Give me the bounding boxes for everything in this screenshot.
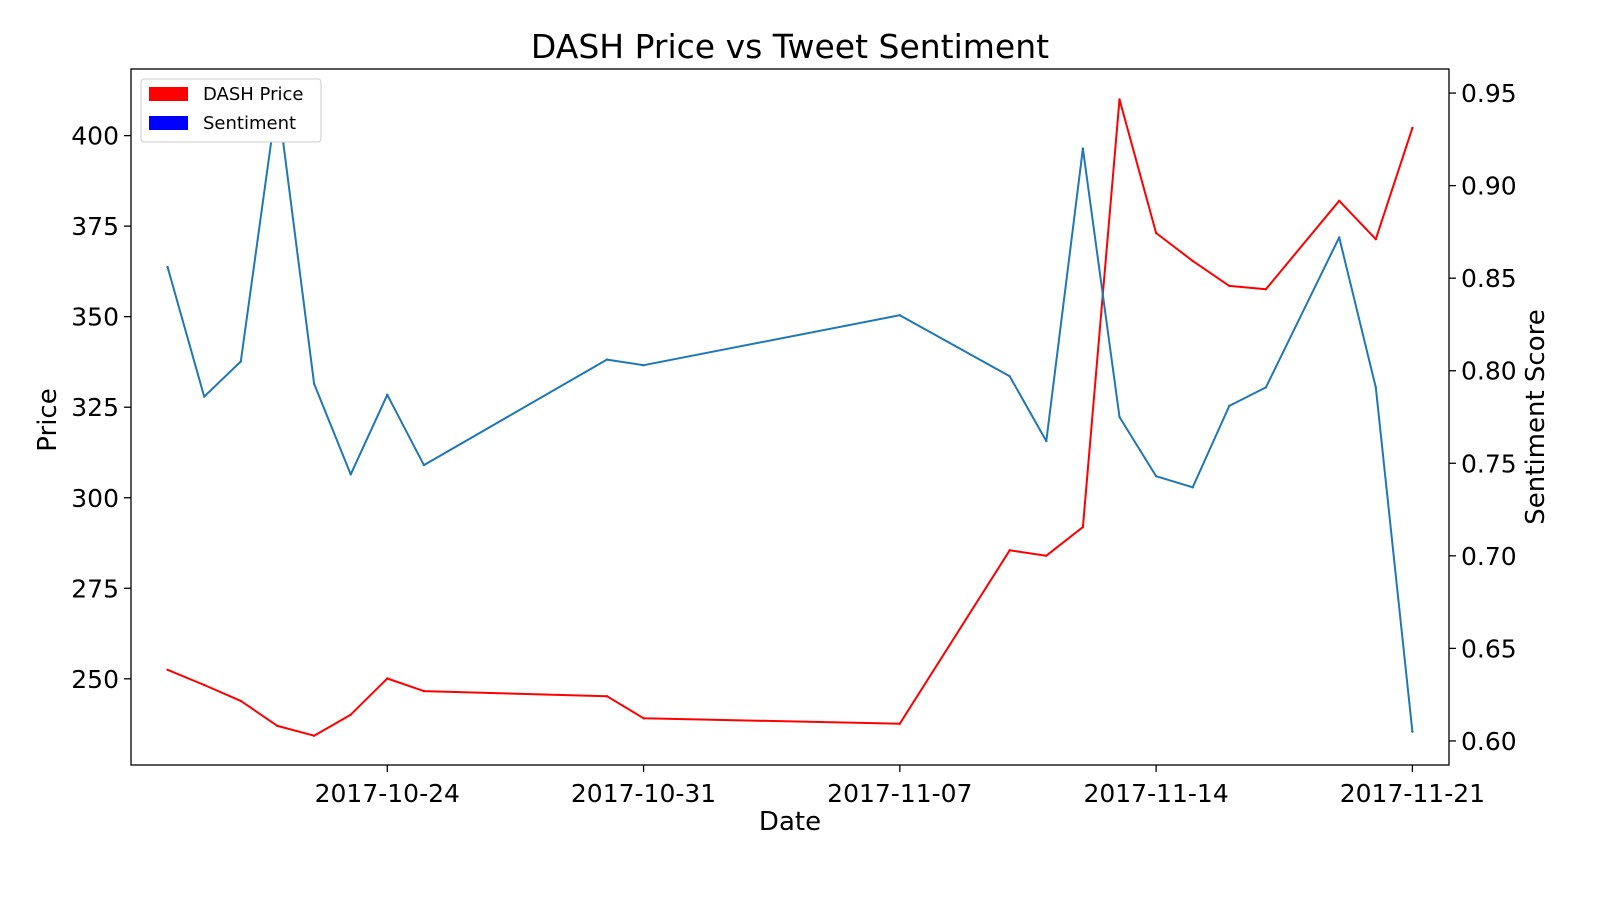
y-axis-label: Price [33,388,63,451]
data-point-sentiment [1264,386,1268,389]
x-tick-label: 2017-11-14 [1083,779,1228,808]
data-point-dash-price [898,722,901,725]
legend-swatch-price [149,87,188,101]
data-point-dash-price [1374,238,1378,241]
data-point-dash-price [422,689,426,693]
x-tick-label: 2017-11-21 [1340,779,1485,808]
data-point-dash-price [239,699,242,703]
data-point-dash-price [166,668,169,671]
y-tick-label: 375 [71,212,119,241]
x-axis-label: Date [759,807,821,837]
y2-tick-label: 0.60 [1461,727,1517,756]
data-point-dash-price [349,713,352,716]
data-point-dash-price [1338,199,1341,202]
data-point-dash-price [386,677,389,680]
y2-tick-label: 0.90 [1461,172,1517,201]
x-tick-label: 2017-10-31 [571,779,716,808]
data-point-sentiment [1191,486,1194,489]
x-tick-label: 2017-11-07 [827,779,972,808]
y-tick-label: 325 [71,393,119,422]
x-tick-label: 2017-10-24 [315,779,460,808]
data-point-sentiment [605,358,609,361]
data-point-dash-price [1081,525,1085,529]
y-tick-label: 250 [71,665,119,694]
y-tick-label: 400 [71,122,119,151]
y2-axis-label: Sentiment Score [1521,309,1551,524]
data-point-dash-price [1045,554,1048,557]
data-point-sentiment [1081,147,1085,150]
data-point-sentiment [239,360,242,363]
data-point-sentiment [1411,730,1414,733]
data-point-sentiment [1118,415,1121,419]
data-point-dash-price [203,683,206,687]
data-point-sentiment [1374,386,1378,389]
y2-tick-label: 0.80 [1461,357,1517,386]
data-point-dash-price [1264,288,1268,291]
series-line-sentiment [166,95,1414,732]
data-point-sentiment [642,364,645,367]
legend-label-sentiment: Sentiment [203,113,296,134]
data-point-sentiment [1154,475,1158,478]
legend: DASH Price Sentiment [140,78,322,143]
data-point-dash-price [1008,549,1011,552]
data-point-sentiment [386,393,389,396]
y-tick-label: 300 [71,484,119,513]
y-tick-label: 275 [71,574,119,603]
data-point-sentiment [312,382,316,385]
plot-area [166,95,1414,737]
legend-swatch-sentiment [149,116,188,130]
axes: 250 275 300 325 350 375 400 0.60 0.65 0.70 0.75 0.8… [71,79,1516,808]
plot-frame [130,68,1450,766]
data-point-sentiment [1045,439,1048,443]
y2-tick-label: 0.70 [1461,542,1517,571]
data-point-dash-price [1154,231,1158,235]
data-point-dash-price [312,734,316,737]
data-point-dash-price [1411,126,1414,130]
data-point-sentiment [349,473,352,476]
data-point-sentiment [166,265,169,269]
data-point-dash-price [1228,284,1231,288]
y2-tick-label: 0.85 [1461,264,1517,293]
series-line-dash-price [167,98,1414,737]
y2-tick-label: 0.65 [1461,634,1517,663]
chart-title: DASH Price vs Tweet Sentiment [531,27,1049,66]
data-point-dash-price [1191,259,1194,263]
data-point-dash-price [1118,98,1121,101]
data-point-sentiment [203,395,206,398]
data-point-sentiment [1338,236,1341,239]
data-point-sentiment [1228,404,1231,408]
data-point-dash-price [276,724,279,728]
data-point-sentiment [898,314,901,317]
data-point-sentiment [1008,375,1011,378]
y2-tick-label: 0.95 [1461,79,1517,108]
y2-tick-label: 0.75 [1461,449,1517,478]
data-point-dash-price [605,695,609,698]
data-point-dash-price [642,717,645,720]
data-point-sentiment [422,463,426,467]
legend-label-price: DASH Price [203,84,303,105]
y-tick-label: 350 [71,303,119,332]
